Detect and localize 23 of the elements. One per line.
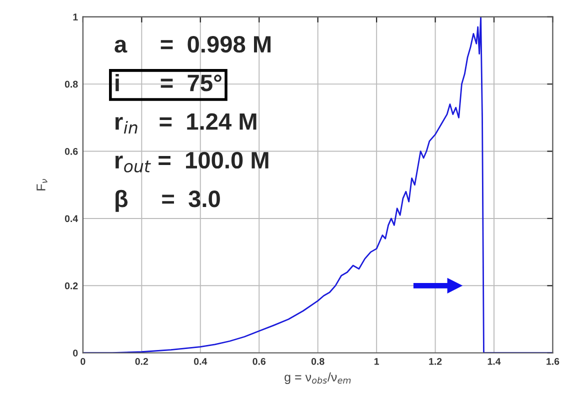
annotation: a = 0.998 M [114, 36, 271, 53]
y-axis-title: F$_{ν}$ [36, 178, 48, 190]
x-tick-label: 0.2 [135, 358, 148, 365]
annotation: i = 75° [116, 74, 222, 92]
y-tick-label: 0.4 [64, 215, 78, 222]
y-tick-label: 0 [73, 350, 78, 356]
x-tick-label: 0.8 [311, 358, 324, 365]
y-tick-label: 1 [73, 14, 78, 20]
x-tick-label: 1.6 [546, 358, 560, 365]
x-tick-label: 1.2 [429, 358, 442, 365]
line-series [82, 16, 553, 353]
x-tick-label: 0 [80, 358, 86, 365]
y-tick-label: 0.6 [64, 148, 78, 155]
x-tick-label: 0.6 [252, 358, 266, 365]
x-tick-label: 1.4 [488, 358, 501, 365]
x-tick-label: 0.4 [194, 358, 208, 365]
y-tick-label: 0.8 [64, 80, 78, 88]
x-tick-label: 1 [374, 358, 379, 365]
y-tick-label: 0.2 [64, 282, 78, 290]
text: r$_{in}$ = 1.24 M [116, 113, 256, 134]
annotation: r$_{out}$ = 100.0 M [116, 152, 268, 172]
x-axis-title: g = ν$_{obs}$/ν$_{em}$ [284, 372, 351, 384]
annotation: β = 3.0 [116, 190, 220, 212]
